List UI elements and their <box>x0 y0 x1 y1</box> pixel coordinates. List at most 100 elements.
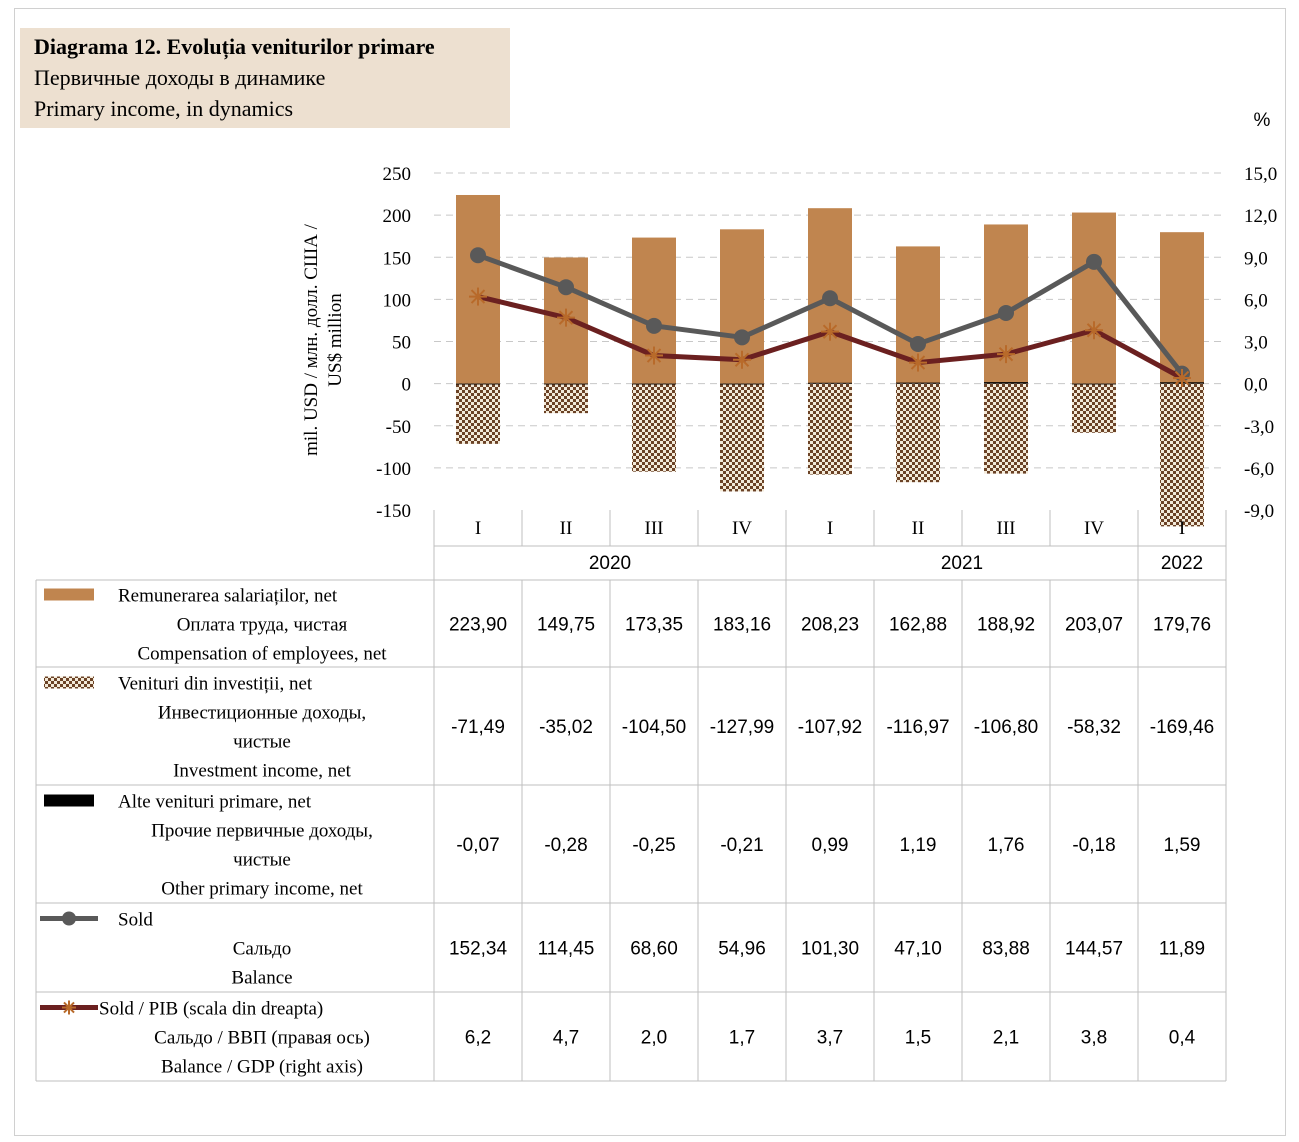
balance-gdp-point <box>469 287 487 306</box>
data-label: 3,8 <box>1081 1028 1107 1049</box>
bar <box>896 382 940 384</box>
bar <box>808 382 852 384</box>
y-tick-label: 0 <box>402 375 412 396</box>
year-label: 2020 <box>589 553 631 574</box>
data-label: 162,88 <box>889 615 947 636</box>
data-label: 183,16 <box>713 615 771 636</box>
data-label: -116,97 <box>886 717 949 738</box>
data-label: 152,34 <box>449 939 508 960</box>
data-label: -0,28 <box>544 835 587 856</box>
bar <box>1160 383 1204 527</box>
data-label: 1,76 <box>988 835 1025 856</box>
data-label: 203,07 <box>1065 615 1123 636</box>
data-label: 1,59 <box>1164 835 1201 856</box>
balance-point <box>558 279 574 296</box>
bar <box>632 383 676 385</box>
data-label: 2,1 <box>993 1028 1019 1049</box>
legend-text: Сальдо / ВВП (правая ось) <box>154 1028 370 1049</box>
star-stroke <box>646 348 662 363</box>
y-tick-label: -150 <box>376 501 411 522</box>
legend-text: Compensation of employees, net <box>137 644 387 665</box>
data-label: 83,88 <box>982 939 1030 960</box>
legend-key-marker <box>62 1000 76 1015</box>
year-label: 2022 <box>1161 553 1203 574</box>
balance-point <box>1086 253 1102 270</box>
bar <box>808 383 852 475</box>
y2-tick-label: -6,0 <box>1244 459 1274 480</box>
star-stroke <box>998 346 1014 362</box>
legend-key <box>44 588 94 601</box>
y-tick-label: -100 <box>376 459 411 480</box>
y-tick-label: 150 <box>383 248 412 269</box>
data-label: -127,99 <box>710 717 774 738</box>
data-label: 208,23 <box>801 615 859 636</box>
balance-gdp-point <box>909 353 927 372</box>
y2-tick-label: -3,0 <box>1244 417 1274 438</box>
balance-gdp-point <box>821 322 839 341</box>
data-label: 144,57 <box>1065 939 1123 960</box>
data-label: 1,5 <box>905 1028 931 1049</box>
y2-tick-label: 0,0 <box>1244 375 1268 396</box>
data-label: 179,76 <box>1153 615 1211 636</box>
data-label: 54,96 <box>718 939 766 960</box>
y2-axis-title: % <box>1254 110 1271 131</box>
bar <box>984 382 1028 384</box>
category-label: I <box>475 518 481 539</box>
balance-gdp-point <box>1173 369 1191 388</box>
bar <box>456 383 500 385</box>
category-label: I <box>1179 518 1185 539</box>
y2-tick-label: 6,0 <box>1244 290 1268 311</box>
data-label: 3,7 <box>817 1028 843 1049</box>
data-label: 68,60 <box>630 939 678 960</box>
bar <box>984 383 1028 474</box>
legend-key <box>44 794 94 807</box>
bar <box>1072 383 1116 433</box>
data-label: 114,45 <box>538 939 595 960</box>
y2-tick-label: 9,0 <box>1244 248 1268 269</box>
star-stroke <box>1174 370 1190 386</box>
chart-title-box: Diagrama 12. Evoluția veniturilor primar… <box>20 28 510 128</box>
data-label: -169,46 <box>1150 717 1214 738</box>
bar <box>896 383 940 483</box>
y-tick-label: 250 <box>383 164 412 185</box>
y-tick-label: -50 <box>386 417 411 438</box>
legend-text: Investment income, net <box>173 761 352 782</box>
data-label: 47,10 <box>894 939 942 960</box>
data-label: 101,30 <box>801 939 859 960</box>
balance-gdp-point <box>1085 321 1103 340</box>
data-label: 1,19 <box>900 835 937 856</box>
star-stroke <box>1086 323 1102 338</box>
y-axis-title: mil. USD / млн. долл. США / <box>301 223 322 455</box>
balance-point <box>734 329 750 346</box>
data-label: 11,89 <box>1159 939 1205 960</box>
y-tick-label: 100 <box>383 290 412 311</box>
data-label: 0,99 <box>812 835 849 856</box>
legend-text: Sold / PIB (scala din dreapta) <box>99 999 323 1020</box>
star-stroke <box>63 1001 75 1014</box>
data-label: 149,75 <box>537 615 595 636</box>
y-axis-title: US$ million <box>325 293 346 387</box>
category-label: I <box>827 518 833 539</box>
legend-text: чистые <box>233 850 291 871</box>
data-label: -35,02 <box>539 717 593 738</box>
legend-text: Remunerarea salariaților, net <box>118 586 338 607</box>
category-label: III <box>645 518 664 539</box>
balance-point <box>646 317 662 334</box>
category-label: IV <box>1084 518 1104 539</box>
balance-gdp-point <box>997 345 1015 364</box>
balance-gdp-point <box>557 308 575 327</box>
bar <box>632 383 676 472</box>
legend-text: Alte venituri primare, net <box>118 792 312 813</box>
data-label: -71,49 <box>451 717 505 738</box>
data-label: -106,80 <box>974 717 1038 738</box>
star-stroke <box>910 355 926 370</box>
y2-tick-label: 12,0 <box>1244 206 1277 227</box>
legend-text: Other primary income, net <box>161 879 363 900</box>
star-stroke <box>470 289 486 304</box>
y2-tick-label: 15,0 <box>1244 164 1277 185</box>
chart-frame <box>14 8 1286 1136</box>
data-label: 223,90 <box>449 615 507 636</box>
data-label: -0,18 <box>1072 835 1115 856</box>
category-label: III <box>997 518 1016 539</box>
bar <box>544 383 588 385</box>
